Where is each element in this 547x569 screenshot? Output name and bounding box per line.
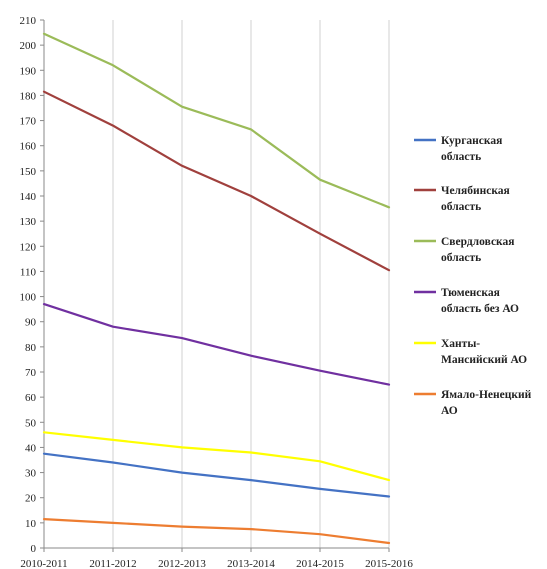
y-tick-label: 210: [20, 15, 37, 27]
x-tick-label: 2015-2016: [365, 558, 413, 569]
series-line-5: [42, 431, 391, 482]
legend-label-1: Курганская: [441, 135, 502, 147]
y-tick-label: 140: [20, 191, 37, 203]
series-line-6: [42, 517, 391, 545]
y-tick-label: 150: [20, 166, 37, 178]
y-tick-label: 60: [25, 392, 37, 404]
y-tick-label: 30: [25, 468, 37, 480]
y-tick-label: 170: [20, 116, 37, 128]
x-tick-label: 2011-2012: [89, 558, 136, 569]
y-tick-label: 10: [25, 518, 37, 530]
y-tick-label: 80: [25, 342, 37, 354]
legend-label-6: АО: [441, 405, 458, 417]
legend-label-4: Тюменская: [441, 287, 500, 299]
x-axis-ticks: 2010-2011 2011-2012 2012-2013 2013-2014 2014…: [20, 548, 413, 569]
y-tick-label: 90: [25, 317, 37, 329]
y-tick-label: 0: [31, 543, 37, 555]
axes: [43, 20, 389, 549]
y-tick-label: 120: [20, 241, 37, 253]
grid-lines: [112, 20, 390, 548]
series-line-1: [42, 452, 391, 498]
y-tick-label: 190: [20, 65, 37, 77]
y-tick-label: 110: [20, 266, 37, 278]
x-tick-label: 2012-2013: [158, 558, 206, 569]
x-tick-label: 2013-2014: [227, 558, 275, 569]
y-tick-label: 50: [25, 417, 37, 429]
legend-label-2: Челябинская: [441, 185, 510, 197]
series-lines: [42, 32, 391, 545]
y-tick-label: 20: [25, 493, 37, 505]
x-tick-label: 2010-2011: [20, 558, 67, 569]
y-axis-ticks: 0 10 20 30 40 50 60 70 80 90 100 110 120 130 140 150 160…: [20, 15, 44, 555]
y-tick-label: 180: [20, 90, 37, 102]
legend-label-2: область: [441, 201, 481, 213]
legend-label-5: Ханты-: [441, 338, 480, 350]
x-tick-label: 2014-2015: [296, 558, 344, 569]
legend-label-3: область: [441, 252, 481, 264]
legend-label-6: Ямало-Ненецкий: [441, 389, 532, 401]
legend-label-4: область без АО: [441, 303, 519, 315]
legend-label-1: область: [441, 151, 481, 163]
y-tick-label: 70: [25, 367, 37, 379]
y-tick-label: 130: [20, 216, 37, 228]
y-tick-label: 200: [20, 40, 37, 52]
series-line-4: [42, 303, 391, 386]
legend-label-5: Мансийский АО: [441, 354, 527, 366]
series-line-2: [42, 90, 391, 272]
legend: Курганская область Челябинская область Сверд…: [414, 135, 532, 417]
legend-label-3: Свердловская: [441, 236, 514, 248]
y-tick-label: 100: [20, 292, 37, 304]
y-tick-label: 40: [25, 442, 37, 454]
series-line-3: [42, 32, 391, 209]
y-tick-label: 160: [20, 141, 37, 153]
